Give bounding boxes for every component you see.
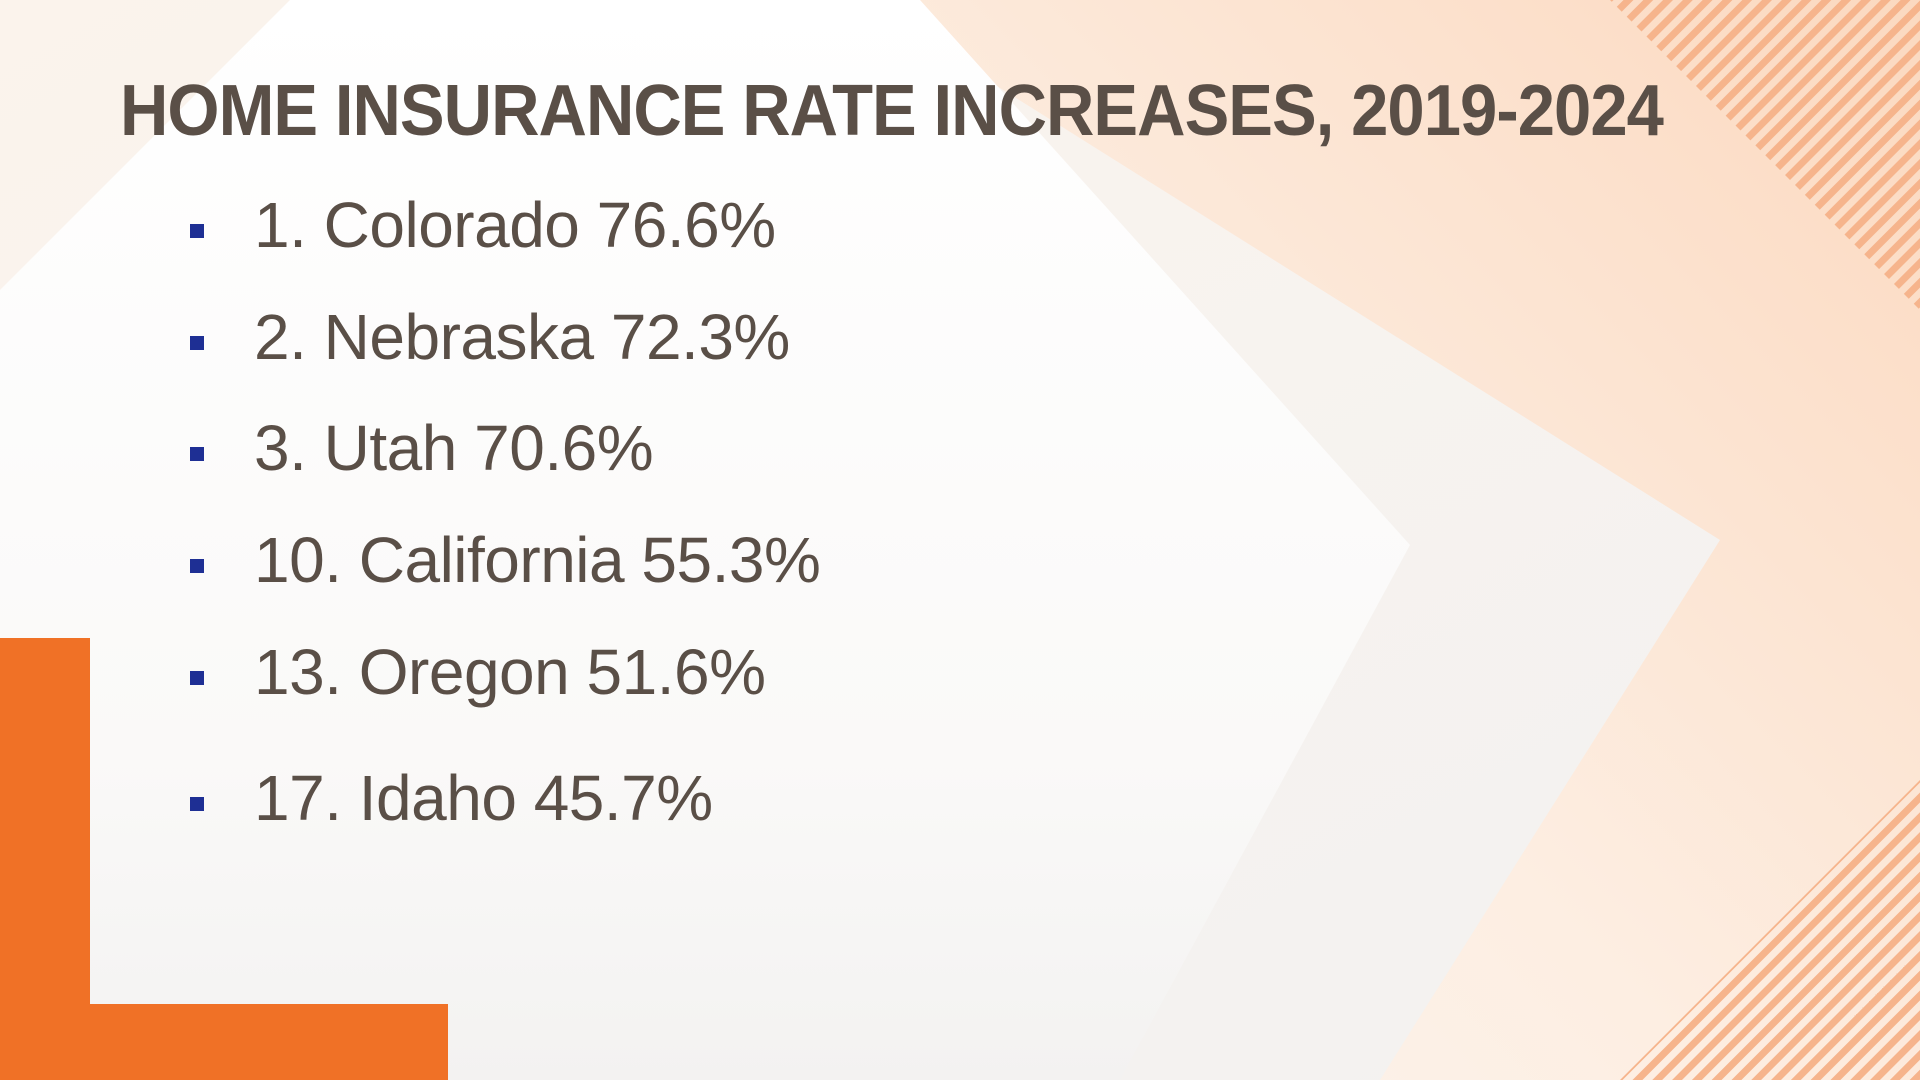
bullet-icon [190,447,204,461]
orange-accent-bar-horizontal [0,1004,448,1080]
list-item-text: 3. Utah 70.6% [254,412,654,484]
list-item: 3. Utah 70.6% [190,403,1090,493]
bullet-icon [190,224,204,238]
list-item: 1. Colorado 76.6% [190,180,1090,270]
list-item-text: 2. Nebraska 72.3% [254,301,790,373]
list-item-text: 13. Oregon 51.6% [254,636,766,708]
list-item: 2. Nebraska 72.3% [190,292,1090,382]
list-item: 13. Oregon 51.6% [190,627,1090,717]
slide-title: HOME INSURANCE RATE INCREASES, 2019-2024 [120,71,1664,151]
bullet-icon [190,797,204,811]
stripe-pattern-top-right [1610,0,1920,310]
background-white-chevron [0,0,1410,1080]
list-item-text: 10. California 55.3% [254,524,821,596]
stripe-pattern-bottom-right [1620,780,1920,1080]
background-peach-chevron [860,0,1920,1080]
list-item: 17. Idaho 45.7% [190,753,1090,843]
list-item-text: 17. Idaho 45.7% [254,762,713,834]
bullet-icon [190,671,204,685]
list-item-text: 1. Colorado 76.6% [254,189,776,261]
bullet-icon [190,559,204,573]
list-item: 10. California 55.3% [190,515,1090,605]
bullet-icon [190,336,204,350]
